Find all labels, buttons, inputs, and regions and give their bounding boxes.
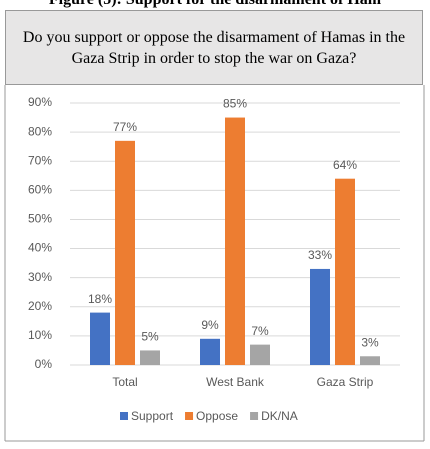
y-tick-label: 20%	[28, 299, 52, 313]
legend-swatch	[120, 412, 128, 420]
x-tick-label: West Bank	[206, 375, 265, 389]
figure-caption: Figure (5): Support for the disarmament …	[0, 0, 430, 9]
data-label: 85%	[223, 97, 247, 111]
legend-label: Oppose	[196, 409, 238, 423]
x-tick-label: Gaza Strip	[317, 375, 374, 389]
bar	[200, 338, 220, 365]
y-tick-label: 10%	[28, 328, 52, 342]
y-tick-label: 90%	[28, 95, 52, 109]
data-label: 64%	[333, 158, 357, 172]
legend-label: DK/NA	[261, 409, 298, 423]
data-label: 9%	[201, 318, 219, 332]
data-label: 18%	[88, 292, 112, 306]
y-tick-label: 80%	[28, 124, 52, 138]
bar	[140, 350, 160, 365]
y-tick-label: 60%	[28, 183, 52, 197]
y-tick-label: 0%	[35, 357, 53, 371]
data-label: 3%	[361, 335, 379, 349]
bar	[310, 268, 330, 365]
bar	[250, 344, 270, 365]
y-tick-label: 40%	[28, 241, 52, 255]
y-tick-label: 30%	[28, 270, 52, 284]
y-tick-label: 70%	[28, 153, 52, 167]
bar	[225, 117, 245, 365]
title-box: Do you support or oppose the disarmament…	[5, 10, 423, 85]
chart-title: Do you support or oppose the disarmament…	[22, 28, 406, 67]
bar	[115, 140, 135, 365]
data-label: 33%	[308, 248, 332, 262]
legend-swatch	[250, 412, 259, 420]
x-tick-label: Total	[112, 375, 137, 389]
data-label: 77%	[113, 120, 137, 134]
data-label: 5%	[141, 330, 159, 344]
legend-label: Support	[131, 409, 174, 423]
legend-swatch	[185, 412, 194, 420]
data-label: 7%	[251, 324, 269, 338]
bar	[335, 178, 355, 365]
bar	[360, 356, 380, 365]
bar	[90, 312, 110, 365]
y-tick-label: 50%	[28, 212, 52, 226]
